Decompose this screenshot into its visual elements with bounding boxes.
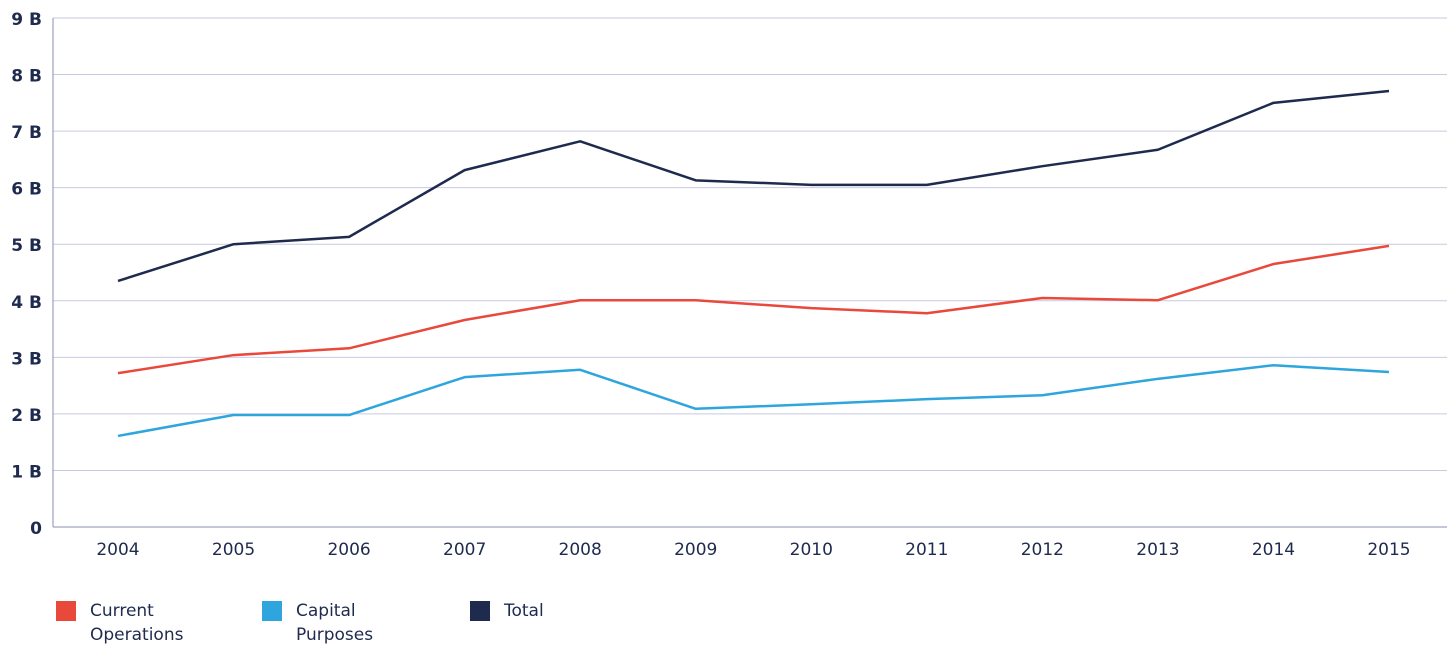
y-tick-label: 1 B (11, 462, 42, 482)
x-tick-label: 2015 (1367, 540, 1410, 560)
x-tick-label: 2010 (790, 540, 833, 560)
x-tick-label: 2004 (96, 540, 139, 560)
legend-label: Capital Purposes (296, 601, 374, 645)
y-tick-label: 0 (30, 519, 42, 539)
y-tick-label: 9 B (11, 10, 42, 30)
legend-label: Total (504, 601, 544, 621)
x-tick-label: 2008 (559, 540, 602, 560)
x-tick-label: 2014 (1252, 540, 1295, 560)
y-tick-label: 8 B (11, 67, 42, 87)
y-tick-label: 4 B (11, 293, 42, 313)
legend-swatch (262, 601, 282, 621)
y-tick-label: 6 B (11, 180, 42, 200)
legend-item: Total (470, 601, 590, 647)
legend: Current Operations Capital Purposes Total (56, 601, 590, 647)
x-tick-label: 2009 (674, 540, 717, 560)
legend-swatch (470, 601, 490, 621)
legend-swatch (56, 601, 76, 621)
data-line (117, 244, 1390, 375)
x-tick-label: 2012 (1021, 540, 1064, 560)
legend-item: Current Operations (56, 601, 262, 647)
y-tick-label: 2 B (11, 406, 42, 426)
chart: 0 1 B 2 B 3 B 4 B 5 B 6 B 7 B 8 B 9 B 2004 2005 2006… (11, 10, 1447, 560)
y-tick-label: 5 B (11, 236, 42, 256)
x-tick-label: 2006 (327, 540, 370, 560)
x-tick-label: 2011 (905, 540, 948, 560)
data-line (117, 364, 1390, 438)
legend-item: Capital Purposes (262, 601, 470, 647)
x-tick-label: 2007 (443, 540, 486, 560)
y-tick-label: 7 B (11, 123, 42, 143)
legend-label: Current Operations (90, 601, 184, 645)
x-tick-label: 2005 (212, 540, 255, 560)
y-tick-label: 3 B (11, 349, 42, 369)
x-tick-label: 2013 (1136, 540, 1179, 560)
data-line (117, 89, 1390, 283)
